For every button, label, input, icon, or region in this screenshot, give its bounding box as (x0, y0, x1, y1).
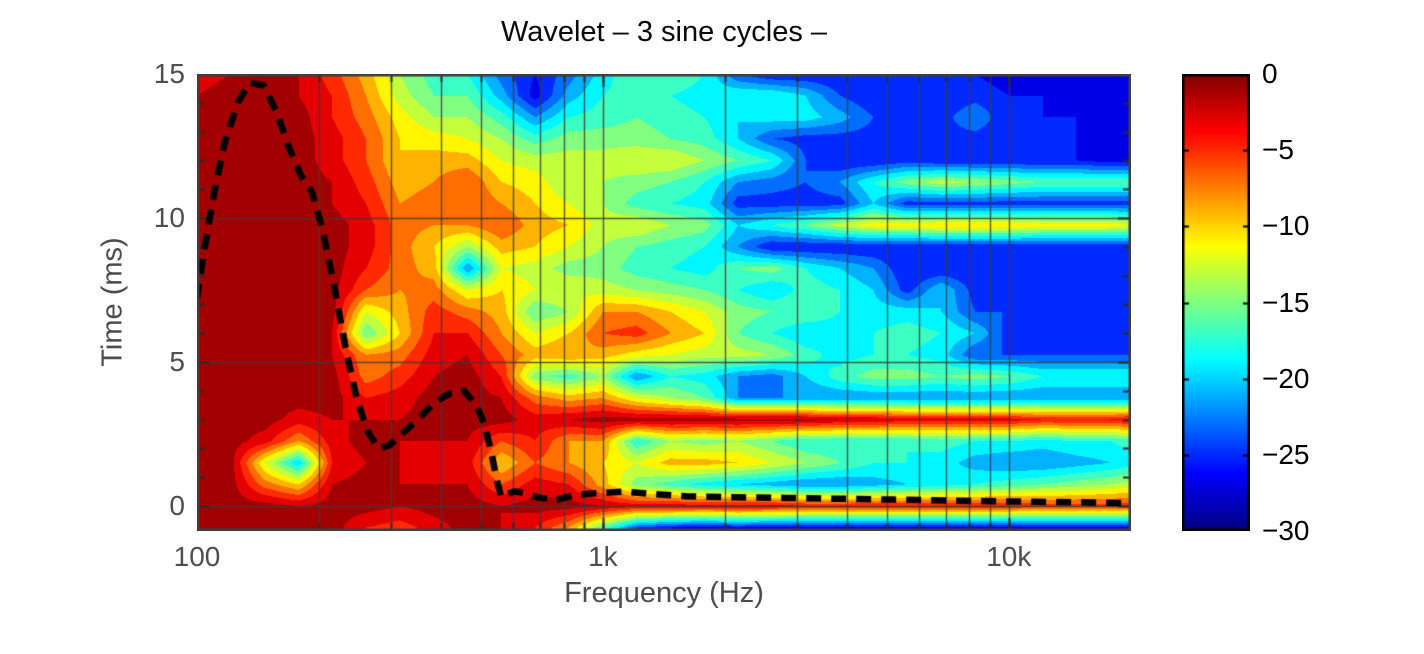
y-tick-label-5: 5 (169, 345, 185, 377)
x-tick-label-1k: 1k (588, 541, 618, 572)
x-tick-label-100: 100 (173, 541, 221, 572)
colorbar-tick-label--25: −25 (1262, 438, 1310, 470)
y-tick-label-0: 0 (169, 489, 185, 521)
colorbar-tick-label--20: −20 (1262, 362, 1310, 394)
colorbar-tick-label--30: −30 (1262, 515, 1310, 546)
y-tick-label-15: 15 (153, 58, 185, 89)
x-tick-label-10k: 10k (986, 541, 1032, 572)
colorbar-tick-label--5: −5 (1262, 134, 1294, 166)
colorbar-tick-label-0: 0 (1262, 58, 1278, 89)
colorbar-canvas (1182, 74, 1250, 531)
chart-title: Wavelet – 3 sine cycles – (500, 16, 828, 48)
colorbar-tick-label--10: −10 (1262, 210, 1310, 242)
y-tick-label-10: 10 (153, 201, 185, 233)
colorbar-tick-label--15: −15 (1262, 286, 1310, 318)
x-axis-label: Frequency (Hz) (564, 577, 764, 609)
heatmap-plot-canvas (197, 74, 1131, 531)
